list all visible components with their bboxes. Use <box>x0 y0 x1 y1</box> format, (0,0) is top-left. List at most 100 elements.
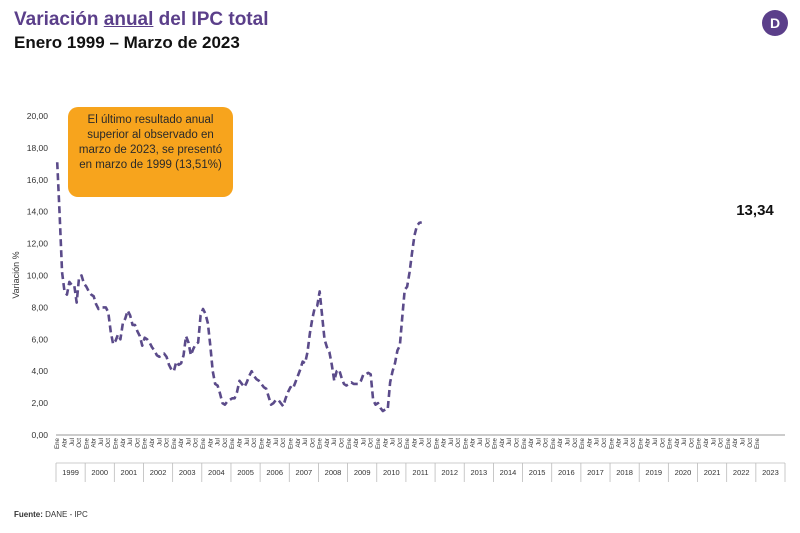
month-tick-label: Abr <box>236 438 243 448</box>
month-tick-label: Jul <box>506 438 513 446</box>
month-tick-label: Oct <box>193 438 200 448</box>
month-tick-label: Oct <box>513 438 520 448</box>
end-value-label: 13,34 <box>736 202 774 219</box>
month-tick-label: Abr <box>120 438 127 448</box>
month-tick-label: Ene <box>637 437 644 449</box>
year-label: 2005 <box>237 468 254 477</box>
month-tick-label: Ene <box>667 437 674 449</box>
month-tick-label: Jul <box>710 438 717 446</box>
series-line <box>55 162 423 413</box>
month-tick-label: Ene <box>113 437 120 449</box>
source-label: Fuente: <box>14 510 43 519</box>
year-label: 2015 <box>529 468 546 477</box>
month-tick-label: Jul <box>244 438 251 446</box>
month-tick-label: Abr <box>207 438 214 448</box>
month-tick-label: Oct <box>543 438 550 448</box>
month-tick-label: Oct <box>601 438 608 448</box>
month-tick-label: Abr <box>499 438 506 448</box>
source-note: Fuente: DANE - IPC <box>14 510 88 519</box>
month-tick-label: Abr <box>528 438 535 448</box>
year-label: 2023 <box>762 468 779 477</box>
month-tick-label: Abr <box>441 438 448 448</box>
y-tick-label: 14,00 <box>27 207 49 217</box>
month-tick-label: Abr <box>703 438 710 448</box>
month-tick-label: Abr <box>295 438 302 448</box>
y-tick-label: 8,00 <box>31 302 48 312</box>
year-label: 2019 <box>645 468 662 477</box>
month-tick-label: Abr <box>616 438 623 448</box>
y-tick-label: 0,00 <box>31 430 48 440</box>
month-tick-label: Ene <box>725 437 732 449</box>
y-tick-label: 16,00 <box>27 175 49 185</box>
month-tick-label: Oct <box>718 438 725 448</box>
month-tick-label: Oct <box>747 438 754 448</box>
month-tick-label: Jul <box>127 438 134 446</box>
month-tick-label: Jul <box>739 438 746 446</box>
month-tick-label: Ene <box>200 437 207 449</box>
month-tick-label: Ene <box>142 437 149 449</box>
y-tick-label: 12,00 <box>27 239 49 249</box>
month-tick-label: Ene <box>229 437 236 449</box>
month-tick-label: Oct <box>309 438 316 448</box>
y-tick-label: 18,00 <box>27 143 49 153</box>
year-label: 2000 <box>91 468 108 477</box>
month-tick-label: Abr <box>91 438 98 448</box>
month-tick-label: Abr <box>645 438 652 448</box>
month-tick-label: Abr <box>674 438 681 448</box>
year-label: 2001 <box>121 468 138 477</box>
month-tick-label: Ene <box>492 437 499 449</box>
annotation-callout: El último resultado anual superior al ob… <box>68 107 233 197</box>
month-tick-label: Ene <box>258 437 265 449</box>
chart-title: Variación anual del IPC total <box>14 8 268 32</box>
month-tick-label: Jul <box>419 438 426 446</box>
year-label: 2016 <box>558 468 575 477</box>
year-label: 2006 <box>266 468 283 477</box>
source-text: DANE - IPC <box>42 510 88 519</box>
month-tick-label: Oct <box>484 438 491 448</box>
month-tick-label: Jul <box>302 438 309 446</box>
month-tick-label: Abr <box>149 438 156 448</box>
month-tick-label: Oct <box>368 438 375 448</box>
year-label: 2013 <box>470 468 487 477</box>
month-tick-label: Jul <box>360 438 367 446</box>
year-label: 2020 <box>675 468 692 477</box>
month-tick-label: Ene <box>83 437 90 449</box>
month-tick-label: Ene <box>317 437 324 449</box>
month-tick-label: Jul <box>98 438 105 446</box>
month-tick-label: Ene <box>287 437 294 449</box>
month-tick-label: Ene <box>579 437 586 449</box>
month-tick-label: Jul <box>623 438 630 446</box>
y-tick-label: 4,00 <box>31 366 48 376</box>
month-tick-label: Jul <box>69 438 76 446</box>
month-tick-label: Jul <box>652 438 659 446</box>
month-tick-label: Oct <box>251 438 258 448</box>
chart-subtitle: Enero 1999 – Marzo de 2023 <box>14 33 240 52</box>
month-tick-label: Ene <box>608 437 615 449</box>
month-tick-label: Jul <box>273 438 280 446</box>
month-tick-label: Ene <box>404 437 411 449</box>
month-tick-label: Abr <box>62 438 69 448</box>
year-label: 2010 <box>383 468 400 477</box>
month-tick-label: Abr <box>411 438 418 448</box>
month-tick-label: Oct <box>455 438 462 448</box>
title-block: Variación anual del IPC total Enero 1999… <box>14 8 268 54</box>
month-tick-label: Jul <box>331 438 338 446</box>
month-tick-label: Ene <box>462 437 469 449</box>
year-label: 2012 <box>441 468 458 477</box>
month-tick-label: Jul <box>565 438 572 446</box>
year-label: 2011 <box>412 468 428 477</box>
month-tick-label: Abr <box>732 438 739 448</box>
month-tick-label: Ene <box>550 437 557 449</box>
month-tick-label: Abr <box>382 438 389 448</box>
y-tick-label: 10,00 <box>27 271 49 281</box>
year-label: 2002 <box>150 468 167 477</box>
month-tick-label: Oct <box>222 438 229 448</box>
month-tick-label: Oct <box>280 438 287 448</box>
month-tick-label: Oct <box>630 438 637 448</box>
month-tick-label: Oct <box>426 438 433 448</box>
month-tick-label: Ene <box>171 437 178 449</box>
month-tick-label: Ene <box>521 437 528 449</box>
title-part2: anual <box>103 9 154 30</box>
month-tick-label: Jul <box>215 438 222 446</box>
